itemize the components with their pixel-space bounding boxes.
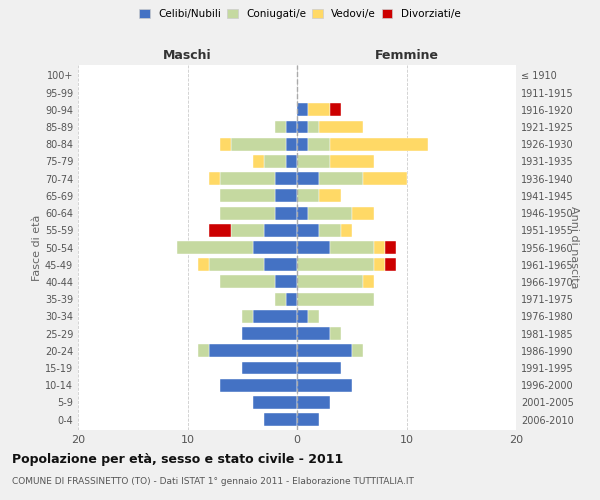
Bar <box>297 413 319 426</box>
Y-axis label: Anni di nascita: Anni di nascita <box>569 206 579 289</box>
Bar <box>297 120 308 134</box>
Bar <box>341 224 352 236</box>
Bar <box>242 362 297 374</box>
Bar <box>286 292 297 306</box>
Bar <box>275 172 297 185</box>
Bar <box>352 344 362 358</box>
Bar <box>297 155 330 168</box>
Bar <box>220 206 275 220</box>
Text: Maschi: Maschi <box>163 50 212 62</box>
Bar <box>232 224 264 236</box>
Bar <box>319 224 341 236</box>
Legend: Celibi/Nubili, Coniugati/e, Vedovi/e, Divorziati/e: Celibi/Nubili, Coniugati/e, Vedovi/e, Di… <box>135 5 465 24</box>
Bar <box>308 120 319 134</box>
Bar <box>199 258 209 271</box>
Bar <box>385 258 395 271</box>
Bar <box>253 310 297 323</box>
Bar <box>297 344 352 358</box>
Bar <box>286 120 297 134</box>
Bar <box>253 241 297 254</box>
Bar <box>275 276 297 288</box>
Bar <box>297 190 319 202</box>
Bar <box>275 120 286 134</box>
Bar <box>362 276 374 288</box>
Bar <box>297 276 362 288</box>
Bar <box>362 172 407 185</box>
Bar <box>330 241 374 254</box>
Bar <box>374 241 385 254</box>
Y-axis label: Fasce di età: Fasce di età <box>32 214 42 280</box>
Bar <box>264 155 286 168</box>
Bar <box>330 104 341 116</box>
Bar <box>232 138 286 150</box>
Bar <box>242 327 297 340</box>
Bar <box>297 241 330 254</box>
Bar <box>297 310 308 323</box>
Bar <box>209 344 297 358</box>
Bar <box>297 327 330 340</box>
Bar <box>330 327 341 340</box>
Bar <box>297 362 341 374</box>
Bar <box>220 138 232 150</box>
Bar <box>264 224 297 236</box>
Bar <box>286 138 297 150</box>
Bar <box>297 379 352 392</box>
Bar <box>297 172 319 185</box>
Bar <box>374 258 385 271</box>
Bar <box>297 258 374 271</box>
Bar <box>209 224 232 236</box>
Bar <box>330 138 428 150</box>
Bar <box>209 172 220 185</box>
Bar <box>209 258 264 271</box>
Bar <box>319 120 362 134</box>
Bar <box>220 190 275 202</box>
Bar <box>385 241 395 254</box>
Bar <box>220 276 275 288</box>
Bar <box>297 206 308 220</box>
Bar <box>297 292 374 306</box>
Bar <box>253 396 297 409</box>
Bar <box>308 206 352 220</box>
Bar <box>275 190 297 202</box>
Text: COMUNE DI FRASSINETTO (TO) - Dati ISTAT 1° gennaio 2011 - Elaborazione TUTTITALI: COMUNE DI FRASSINETTO (TO) - Dati ISTAT … <box>12 478 414 486</box>
Bar <box>319 172 362 185</box>
Bar <box>275 206 297 220</box>
Bar <box>242 310 253 323</box>
Bar <box>220 172 275 185</box>
Bar <box>297 104 308 116</box>
Bar <box>308 138 330 150</box>
Bar <box>297 396 330 409</box>
Bar <box>308 104 330 116</box>
Bar <box>253 155 264 168</box>
Bar <box>176 241 253 254</box>
Bar <box>264 413 297 426</box>
Bar <box>220 379 297 392</box>
Bar <box>264 258 297 271</box>
Bar <box>275 292 286 306</box>
Bar <box>330 155 374 168</box>
Bar <box>297 224 319 236</box>
Bar <box>199 344 209 358</box>
Text: Femmine: Femmine <box>374 50 439 62</box>
Text: Popolazione per età, sesso e stato civile - 2011: Popolazione per età, sesso e stato civil… <box>12 452 343 466</box>
Bar <box>286 155 297 168</box>
Bar <box>308 310 319 323</box>
Bar <box>352 206 374 220</box>
Bar <box>319 190 341 202</box>
Bar <box>297 138 308 150</box>
